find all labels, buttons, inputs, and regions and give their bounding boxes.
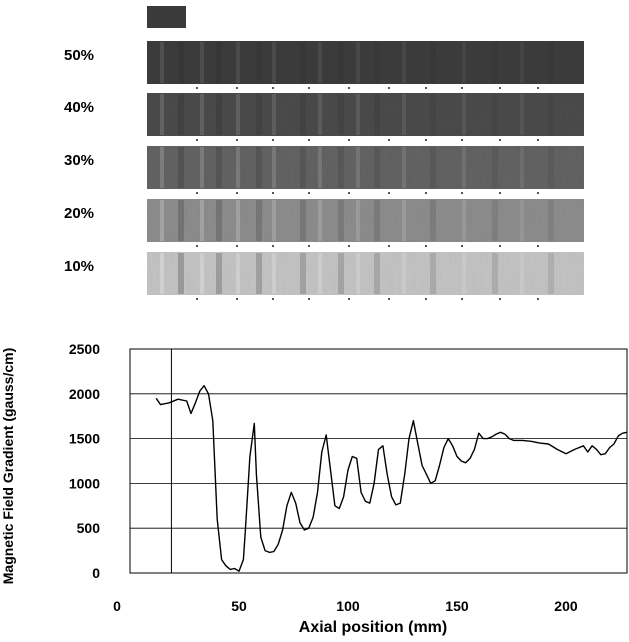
- series-line: [155, 385, 628, 572]
- x-axis-label: Axial position (mm): [299, 619, 447, 636]
- x-tick-label: 200: [554, 598, 578, 614]
- strip-label-50: 50%: [64, 47, 95, 64]
- strip-label-30: 30%: [64, 152, 95, 169]
- line-chart: 0 500 1000 1500 2000 2500 0 50 100 150 200 Axial …: [0, 341, 628, 636]
- y-tick-label: 2500: [69, 341, 100, 357]
- y-axis-label: Magnetic Field Gradient (gauss/cm): [0, 348, 16, 585]
- y-tick-label: 0: [92, 565, 100, 581]
- x-tick-label: 150: [445, 598, 469, 614]
- gel-strip: [147, 252, 584, 300]
- strip-label-40: 40%: [64, 99, 95, 116]
- gel-strip: [147, 93, 584, 141]
- reference-swatch: [147, 6, 186, 28]
- gel-strip: [147, 146, 584, 194]
- y-tick-label: 1500: [69, 431, 100, 447]
- y-tick-label: 500: [77, 520, 101, 536]
- gel-strip: [147, 41, 584, 89]
- strip-label-20: 20%: [64, 205, 95, 222]
- y-tick-label: 2000: [69, 386, 100, 402]
- x-tick-label: 100: [336, 598, 360, 614]
- strip-label-10: 10%: [64, 258, 95, 275]
- plot-frame: [129, 348, 628, 574]
- x-tick-label: 50: [231, 598, 247, 614]
- y-tick-label: 1000: [69, 475, 100, 491]
- gel-strip: [147, 199, 584, 247]
- x-tick-label: 0: [113, 598, 121, 614]
- gel-strips-image: [147, 6, 584, 300]
